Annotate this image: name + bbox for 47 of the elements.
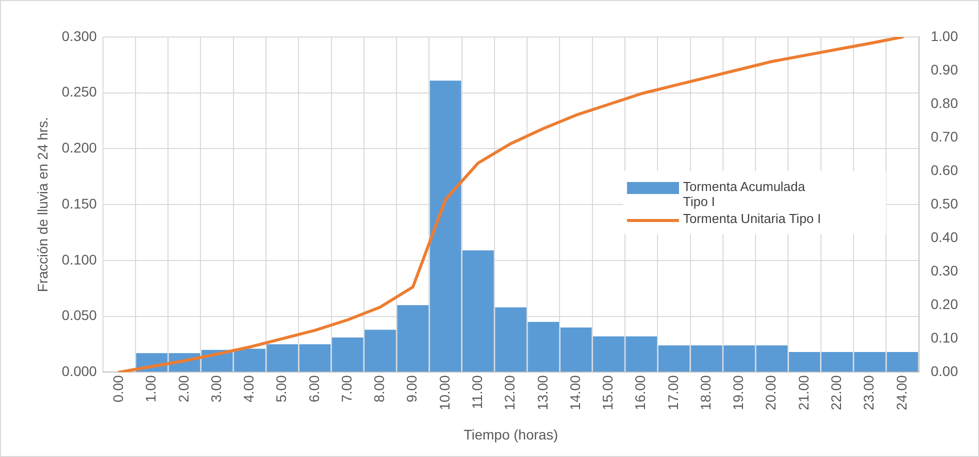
x-tick-label: 13.00: [534, 374, 550, 410]
x-tick-label: 1.00: [142, 374, 159, 402]
x-tick-label: 0.00: [110, 374, 126, 402]
y-tick-label: 0.200: [62, 140, 98, 156]
y2-tick-label: 0.30: [930, 262, 958, 278]
x-tick-label: 3.00: [208, 374, 224, 402]
x-tick-label: 16.00: [632, 374, 648, 410]
y2-tick-label: 0.10: [930, 330, 958, 346]
y2-tick-label: 0.50: [930, 195, 958, 212]
y2-tick-label: 0.20: [930, 296, 958, 312]
x-tick-label: 22.00: [828, 374, 844, 410]
y2-tick-label: 0.70: [930, 128, 958, 144]
x-tick-label: 8.00: [371, 374, 388, 402]
x-tick-label: 4.00: [240, 374, 257, 402]
y-axis-title: Fracción de lluvia en 24 hrs.: [34, 117, 50, 292]
legend-label: Tormenta Acumulada Tipo I: [683, 179, 806, 209]
y-tick-label: 0.150: [62, 195, 98, 212]
x-tick-label: 23.00: [860, 374, 877, 410]
x-tick-label: 6.00: [306, 374, 322, 402]
x-tick-label: 15.00: [600, 374, 616, 410]
y-tick-label: 0.100: [62, 251, 98, 268]
x-tick-label: 12.00: [502, 374, 518, 410]
x-tick-label: 18.00: [697, 374, 714, 410]
y-tick-label: 0.250: [62, 84, 98, 100]
y2-tick-label: 0.60: [930, 162, 958, 178]
x-tick-label: 5.00: [273, 374, 290, 402]
y2-tick-label: 0.40: [930, 228, 958, 245]
x-tick-label: 14.00: [566, 374, 583, 410]
y2-tick-label: 0.00: [930, 363, 958, 380]
y-tick-label: 0.000: [62, 363, 98, 380]
x-tick-label: 17.00: [664, 374, 681, 410]
x-tick-label: 24.00: [893, 374, 910, 410]
x-tick-label: 21.00: [795, 374, 812, 410]
x-tick-label: 2.00: [175, 374, 192, 402]
y-tick-label: 0.050: [62, 307, 98, 324]
y2-tick-label: 0.80: [930, 94, 958, 111]
x-tick-label: 20.00: [762, 374, 779, 410]
legend-label: Tormenta Unitaria Tipo I: [683, 211, 822, 226]
x-tick-label: 7.00: [338, 374, 354, 402]
x-axis-title: Tiempo (horas): [464, 426, 558, 442]
y2-tick-label: 0.90: [930, 61, 958, 78]
x-tick-label: 19.00: [730, 374, 746, 410]
y2-tick-label: 1.00: [930, 28, 958, 44]
x-tick-label: 11.00: [469, 374, 486, 410]
y-tick-label: 0.300: [62, 28, 98, 44]
x-tick-label: 10.00: [436, 374, 452, 410]
x-tick-label: 9.00: [404, 374, 420, 402]
